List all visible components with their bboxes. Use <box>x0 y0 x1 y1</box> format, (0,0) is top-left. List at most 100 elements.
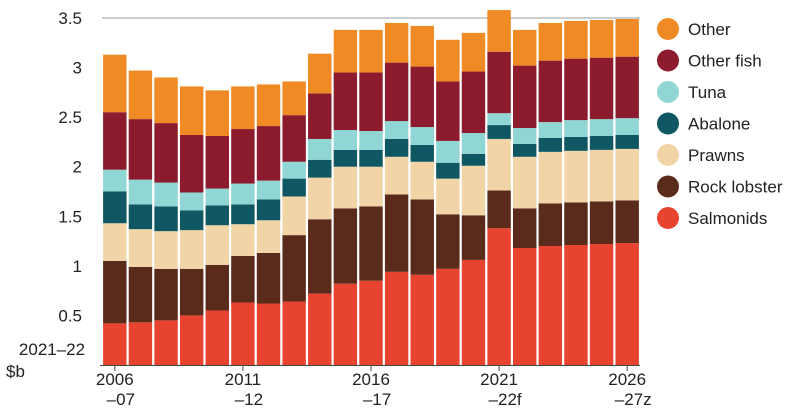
bar-segment <box>436 140 460 163</box>
bar-segment <box>359 72 383 132</box>
legend-item: Rock lobster <box>657 175 783 198</box>
bar-segment <box>538 137 563 152</box>
bar-segment <box>615 200 639 244</box>
bar-segment <box>308 177 332 220</box>
bar-segment <box>231 204 255 225</box>
bar-segment <box>410 161 434 200</box>
bar-segment <box>538 203 563 247</box>
bar-segment <box>359 206 383 281</box>
bar-segment <box>103 223 127 261</box>
bar-segment <box>154 206 178 232</box>
bar-segment <box>154 268 178 321</box>
bar-segment <box>564 202 588 246</box>
bar-segment <box>410 25 434 67</box>
bar-segment <box>538 60 563 123</box>
bar-segment <box>384 121 409 139</box>
bar-segment <box>538 122 563 138</box>
bar-segment <box>128 119 153 180</box>
bar-segment <box>103 260 127 324</box>
bar-segment <box>564 150 588 203</box>
bar-segment <box>179 268 204 316</box>
legend-swatch <box>657 49 679 72</box>
bar-segment <box>487 51 511 114</box>
legend-item: Abalone <box>657 112 750 135</box>
bar-segment <box>461 215 486 260</box>
x-tick-label-suffix: –17 <box>363 390 391 409</box>
legend-item: Prawns <box>657 144 745 166</box>
bar-segment <box>564 136 588 151</box>
unit-label-year: 2021–22 <box>19 340 85 359</box>
x-tick-label-year: 2021 <box>480 370 518 389</box>
bar-segment <box>179 86 204 135</box>
bar-segment <box>589 57 614 120</box>
bar-segment <box>487 113 511 126</box>
bar-segment <box>564 245 588 365</box>
bar-segment <box>179 134 204 193</box>
bar-segment <box>333 130 358 150</box>
x-tick-label-suffix: –22f <box>489 390 522 409</box>
bar-segment <box>359 280 383 365</box>
legend-label: Rock lobster <box>688 178 783 197</box>
bar-segment <box>513 143 537 157</box>
legend-label: Salmonids <box>688 209 767 228</box>
bar-segment <box>436 39 460 82</box>
bar-segment <box>128 266 153 323</box>
bar-segment <box>308 138 332 160</box>
bar-segment <box>513 248 537 365</box>
bar-segment <box>410 127 434 145</box>
bar-segment <box>436 214 460 269</box>
legend-swatch <box>657 175 679 198</box>
legend-item: Other <box>657 18 731 40</box>
bar-segment <box>179 230 204 269</box>
bar-segment <box>282 115 306 162</box>
bar-segment <box>359 149 383 167</box>
bar-segment <box>461 259 486 365</box>
bar-segment <box>461 32 486 72</box>
bar-segment <box>256 199 281 221</box>
bar-segment <box>308 93 332 139</box>
legend-label: Abalone <box>688 115 750 134</box>
legend-item: Other fish <box>657 49 762 72</box>
x-tick-label-suffix: –12 <box>235 390 263 409</box>
bar-segment <box>359 131 383 150</box>
bar-segment <box>615 243 639 365</box>
bar-segment <box>308 293 332 365</box>
bar-segment <box>487 125 511 139</box>
bar-segment <box>282 196 306 236</box>
bar-segment <box>461 71 486 134</box>
bar-segment <box>128 229 153 267</box>
bar-segment <box>179 192 204 211</box>
y-tick-label: 1 <box>73 257 82 276</box>
bar-segment <box>564 58 588 121</box>
legend-label: Prawns <box>688 146 745 165</box>
bar-segment <box>154 182 178 207</box>
bar-segment <box>615 134 639 149</box>
x-tick-label-year: 2006 <box>96 370 134 389</box>
axis-layer: 2021–22 $b 3.5 3 2.5 2 1.5 1 0.5 2006–07 2011–12… <box>6 9 652 409</box>
bar-segment <box>103 323 127 365</box>
bar-segment <box>384 22 409 63</box>
bar-segment <box>205 225 229 265</box>
unit-label-currency: $b <box>6 362 25 381</box>
bar-segment <box>589 149 614 202</box>
bar-segment <box>282 161 306 179</box>
bar-segment <box>487 10 511 52</box>
bar-segment <box>282 81 306 116</box>
bar-segment <box>589 119 614 136</box>
y-tick-label: 3.5 <box>58 9 82 28</box>
bar-segment <box>589 135 614 150</box>
bar-segment <box>410 144 434 162</box>
x-tick-label-suffix: –27z <box>615 390 652 409</box>
bar-segment <box>308 159 332 178</box>
bar-segment <box>436 178 460 215</box>
bar-segment <box>256 180 281 200</box>
bar-segment <box>154 231 178 269</box>
bar-segment <box>256 126 281 181</box>
bar-segment <box>384 138 409 157</box>
bar-segment <box>513 65 537 129</box>
bar-segment <box>487 138 511 191</box>
y-tick-label: 3 <box>73 59 82 78</box>
bar-segment <box>359 29 383 73</box>
bar-segment <box>589 201 614 245</box>
x-tick-label-year: 2011 <box>225 370 262 389</box>
